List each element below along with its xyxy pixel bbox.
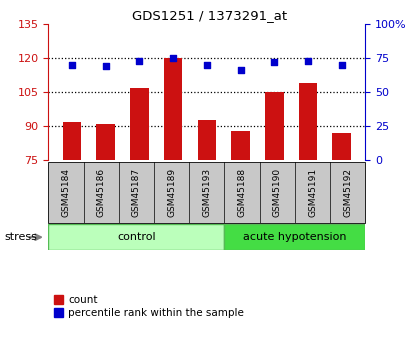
Point	[68, 62, 75, 68]
Bar	[48, 224, 224, 250]
Text: GSM45186: GSM45186	[97, 168, 106, 217]
Point	[203, 62, 210, 68]
Bar	[333, 133, 351, 160]
Bar	[197, 119, 216, 160]
Text: GSM45193: GSM45193	[202, 168, 211, 217]
Point	[339, 62, 345, 68]
Text: acute hypotension: acute hypotension	[243, 232, 346, 242]
Text: GSM45184: GSM45184	[61, 168, 71, 217]
Point	[102, 63, 109, 69]
Point	[237, 68, 244, 73]
Text: stress: stress	[4, 232, 37, 242]
Point	[136, 58, 143, 64]
Point	[304, 58, 311, 64]
Text: GSM45187: GSM45187	[132, 168, 141, 217]
Bar	[63, 122, 81, 160]
Bar	[97, 124, 115, 160]
Text: GDS1251 / 1373291_at: GDS1251 / 1373291_at	[132, 9, 288, 22]
Text: GSM45188: GSM45188	[238, 168, 247, 217]
Point	[271, 60, 278, 65]
Legend: count, percentile rank within the sample: count, percentile rank within the sample	[53, 295, 244, 318]
Bar	[130, 88, 149, 160]
Bar	[224, 224, 365, 250]
Text: control: control	[117, 232, 156, 242]
Text: GSM45189: GSM45189	[167, 168, 176, 217]
Text: GSM45192: GSM45192	[343, 168, 352, 217]
Bar	[231, 131, 250, 160]
Bar	[265, 92, 284, 160]
Text: GSM45190: GSM45190	[273, 168, 282, 217]
Point	[170, 56, 176, 61]
Text: GSM45191: GSM45191	[308, 168, 317, 217]
Bar	[164, 58, 182, 160]
Bar	[299, 83, 317, 160]
